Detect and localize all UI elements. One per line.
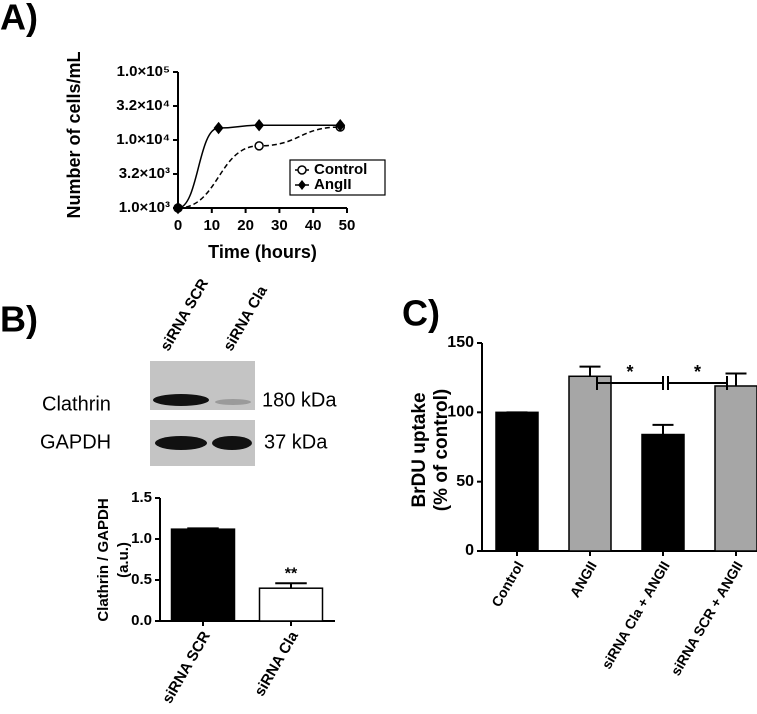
bar	[641, 433, 685, 552]
series-line	[177, 124, 341, 209]
error-bar	[725, 372, 747, 386]
x-tick-label: 10	[203, 217, 220, 234]
y-tick-label: 3.2×10³	[119, 165, 170, 182]
y-tick-label: 50	[456, 473, 474, 490]
y-axis-label: (% of control)	[431, 389, 452, 511]
significance-label: **	[285, 565, 298, 582]
panel-label: C)	[402, 293, 440, 334]
x-tick-label: siRNA SCR	[159, 628, 214, 706]
y-tick-label: 1.0×10³	[119, 199, 170, 216]
legend-label: Control	[314, 161, 367, 178]
protein-label: Clathrin	[42, 393, 111, 415]
legend-marker	[298, 180, 306, 190]
x-tick-label: 50	[339, 217, 356, 234]
lane-label: siRNA SCR	[157, 276, 212, 354]
bar	[495, 411, 539, 552]
bar	[170, 528, 236, 622]
bar	[714, 385, 757, 552]
panel-label: B)	[0, 299, 38, 340]
y-tick-label: 0.0	[131, 612, 152, 629]
error-bar	[579, 365, 601, 377]
x-axis-label: Time (hours)	[208, 242, 317, 262]
protein-label: GAPDH	[40, 431, 111, 453]
x-tick-label: 30	[271, 217, 288, 234]
blot-band	[215, 399, 251, 405]
y-tick-label: 100	[447, 404, 474, 421]
error-bar	[652, 423, 674, 435]
marker	[254, 141, 264, 151]
blot-band	[212, 436, 252, 450]
x-tick-label: siRNA Cla	[251, 628, 302, 699]
bar	[568, 375, 612, 552]
bar	[258, 587, 324, 622]
x-tick-label: ANGII	[567, 558, 600, 600]
significance-bracket	[667, 376, 728, 390]
x-tick-label: siRNA SCR + ANGII	[667, 558, 745, 678]
error-bar	[275, 582, 307, 589]
y-tick-label: 1.0	[131, 530, 152, 547]
x-tick-label: siRNA Cla + ANGII	[598, 558, 673, 671]
x-tick-label: 20	[237, 217, 254, 234]
lane-label: siRNA Cla	[220, 283, 271, 354]
x-tick-label: 40	[305, 217, 322, 234]
y-axis-label: (a.u.)	[115, 542, 132, 578]
y-tick-label: 0	[465, 542, 474, 559]
y-tick-label: 0.5	[131, 571, 152, 588]
marker	[213, 121, 224, 135]
significance-bracket	[596, 376, 664, 390]
western-blot: siRNA SCR siRNA Cla Clathrin GAPDH 180 k…	[40, 276, 337, 466]
y-axis-label: BrDU uptake	[409, 392, 430, 507]
significance-label: *	[694, 362, 701, 382]
y-axis-label: Clathrin / GAPDH	[95, 498, 112, 621]
significance-label: *	[626, 362, 633, 382]
size-label: 180 kDa	[262, 389, 337, 411]
y-axis-label: Number of cells/mL	[64, 51, 84, 218]
panel-label: A)	[0, 0, 38, 38]
y-tick-label: 1.0×10⁵	[117, 63, 170, 80]
y-tick-label: 150	[447, 334, 474, 351]
x-tick-label: 0	[174, 217, 182, 234]
blot-band	[155, 436, 207, 450]
y-tick-label: 1.5	[131, 489, 152, 506]
legend-label: AngII	[314, 176, 352, 193]
size-label: 37 kDa	[264, 431, 328, 453]
legend-marker	[297, 165, 307, 175]
x-tick-label: Control	[488, 558, 527, 609]
marker	[335, 119, 346, 132]
blot-band	[153, 394, 209, 406]
marker	[254, 119, 265, 132]
y-tick-label: 1.0×10⁴	[116, 131, 170, 148]
y-tick-label: 3.2×10⁴	[116, 97, 170, 114]
legend-box	[289, 159, 386, 196]
error-bar	[187, 527, 219, 530]
marker	[173, 201, 183, 215]
